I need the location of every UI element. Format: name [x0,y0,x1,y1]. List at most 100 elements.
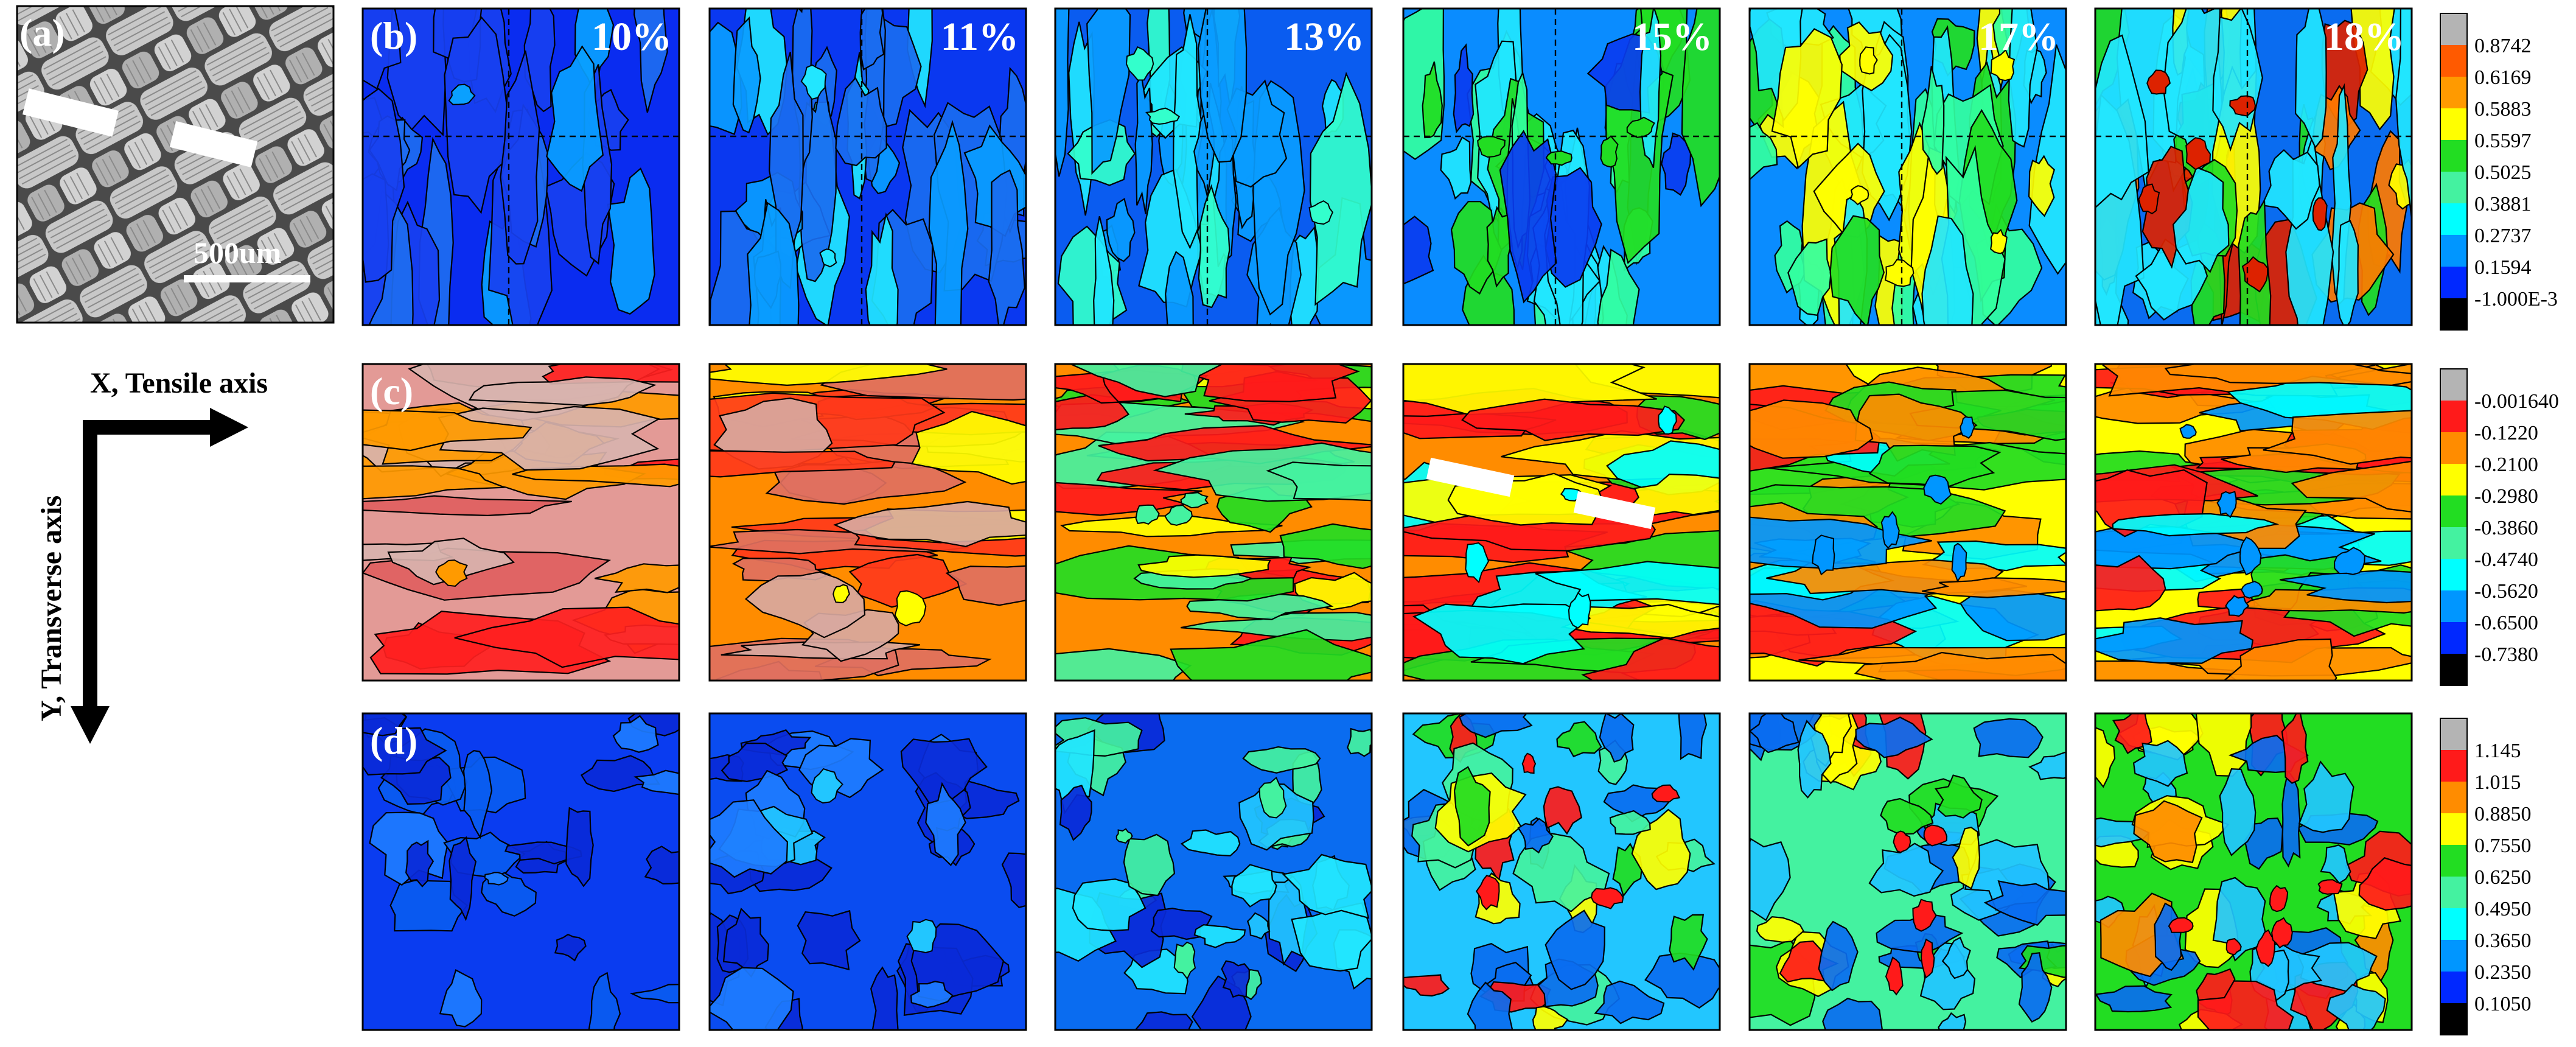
colorbar-swatch [2440,401,2467,432]
colorbar-tick-label: 0.3650 [2474,930,2532,952]
colorbar-tick-label: -0.2980 [2474,485,2538,508]
contour-map-b-2: 11% [708,7,1027,326]
contour-map-c-5 [1748,363,2067,682]
white-marker-2 [169,121,258,168]
scale-bar [184,275,310,282]
colorbar-swatch [2440,369,2467,401]
contour-map-grid: 10% (b) 11% 13% 15% 17% 18% (c) (d) [361,7,2413,1031]
colorbar-swatch [2440,940,2467,972]
colorbar-tick-label: 0.1594 [2474,256,2532,279]
colorbar-swatch [2440,590,2467,622]
contour-map-d-1: (d) [361,712,680,1031]
colorbar-c: -0.001640 -0.1220 -0.2100 -0.2980 -0.3860 -0.… [2440,368,2559,686]
colorbar-tick-label: -0.7380 [2474,643,2538,666]
panel-label-b: (b) [370,14,417,57]
contour-map-b-3: 13% [1054,7,1373,326]
colorbar-swatch [2440,495,2467,527]
colorbar-group: 0.8742 0.6169 0.5883 0.5597 0.5025 0.3881 0.27… [2440,13,2559,1035]
colorbar-swatch [2440,718,2467,750]
colorbar-swatch [2440,298,2467,330]
panel-label-c: (c) [370,369,413,413]
contour-map-c-1: (c) [361,363,680,682]
colorbar-d: 1.145 1.015 0.8850 0.7550 0.6250 0.4950 0.3650… [2440,718,2532,1035]
colorbar-tick-label: 0.2737 [2474,225,2532,247]
colorbar-tick-label: 0.8850 [2474,803,2532,825]
strain-label: 10% [592,15,672,59]
colorbar-swatch [2440,813,2467,845]
contour-map-c-3 [1054,363,1373,682]
colorbar-swatch [2440,464,2467,495]
scale-bar-label: 500um [194,236,281,270]
colorbar-swatch [2440,527,2467,559]
coordinate-axes: X, Tensile axis Y, Transverse axis [35,367,268,744]
contour-map-c-6 [2094,363,2413,682]
colorbar-swatch [2440,45,2467,77]
colorbar-tick-label: -1.000E-3 [2474,288,2558,310]
x-axis-arrow [85,408,248,447]
colorbar-swatch [2440,108,2467,140]
colorbar-tick-label: 0.5597 [2474,130,2532,152]
contour-map-c-4 [1402,363,1721,682]
contour-map-b-5: 17% [1748,7,2067,326]
colorbar-swatch [2440,559,2467,590]
colorbar-tick-label: 0.6169 [2474,66,2532,89]
white-marker-1 [22,88,119,137]
y-axis-arrow [71,420,110,744]
white-marker [1426,457,1515,497]
colorbar-tick-label: 0.6250 [2474,866,2532,889]
colorbar-tick-label: 0.1050 [2474,993,2532,1015]
colorbar-b: 0.8742 0.6169 0.5883 0.5597 0.5025 0.3881 0.27… [2440,13,2558,331]
strain-label: 18% [2324,15,2404,59]
colorbar-swatch [2440,267,2467,298]
colorbar-tick-label: 0.5025 [2474,161,2532,184]
strain-label: 11% [941,15,1019,59]
colorbar-tick-label: -0.1220 [2474,422,2538,444]
colorbar-tick-label: 0.2350 [2474,961,2532,984]
colorbar-tick-label: 0.3881 [2474,193,2532,215]
colorbar-tick-label: 0.5883 [2474,98,2532,121]
colorbar-tick-label: -0.4740 [2474,548,2538,571]
colorbar-tick-label: -0.5620 [2474,580,2538,603]
panel-label-a: (a) [19,11,65,54]
colorbar-swatch [2440,877,2467,908]
colorbar-swatch [2440,432,2467,464]
colorbar-tick-label: 1.145 [2474,740,2521,762]
contour-map-d-5 [1748,712,2067,1031]
contour-map-d-2 [708,712,1027,1031]
colorbar-tick-label: -0.001640 [2474,390,2559,413]
colorbar-swatch [2440,203,2467,235]
colorbar-tick-label: 0.7550 [2474,835,2532,857]
colorbar-swatch [2440,750,2467,782]
contour-map-b-4: 15% [1402,7,1721,326]
colorbar-tick-label: 0.4950 [2474,898,2532,920]
colorbar-swatch [2440,1003,2467,1035]
colorbar-swatch [2440,972,2467,1003]
contour-map-b-6: 18% [2094,7,2413,326]
colorbar-swatch [2440,13,2467,45]
colorbar-swatch [2440,782,2467,813]
colorbar-swatch [2440,235,2467,267]
contour-map-c-2 [708,363,1027,682]
contour-map-d-3 [1054,712,1373,1031]
strain-label: 17% [1978,15,2059,59]
colorbar-swatch [2440,140,2467,172]
colorbar-tick-label: 1.015 [2474,771,2521,794]
colorbar-tick-label: -0.3860 [2474,517,2538,539]
y-axis-label: Y, Transverse axis [35,495,68,721]
colorbar-tick-label: 0.8742 [2474,35,2532,57]
colorbar-swatch [2440,77,2467,108]
colorbar-swatch [2440,908,2467,940]
colorbar-swatch [2440,654,2467,685]
colorbar-swatch [2440,622,2467,654]
white-marker [1573,491,1656,530]
micrograph-panel: 500um (a) [16,5,335,324]
colorbar-swatch [2440,845,2467,877]
strain-label: 13% [1284,15,1364,59]
micrograph-image [16,5,335,324]
x-axis-label: X, Tensile axis [90,367,268,399]
colorbar-swatch [2440,172,2467,203]
panel-label-d: (d) [370,719,417,762]
contour-map-d-6 [2094,712,2413,1031]
colorbar-tick-label: -0.6500 [2474,612,2538,634]
